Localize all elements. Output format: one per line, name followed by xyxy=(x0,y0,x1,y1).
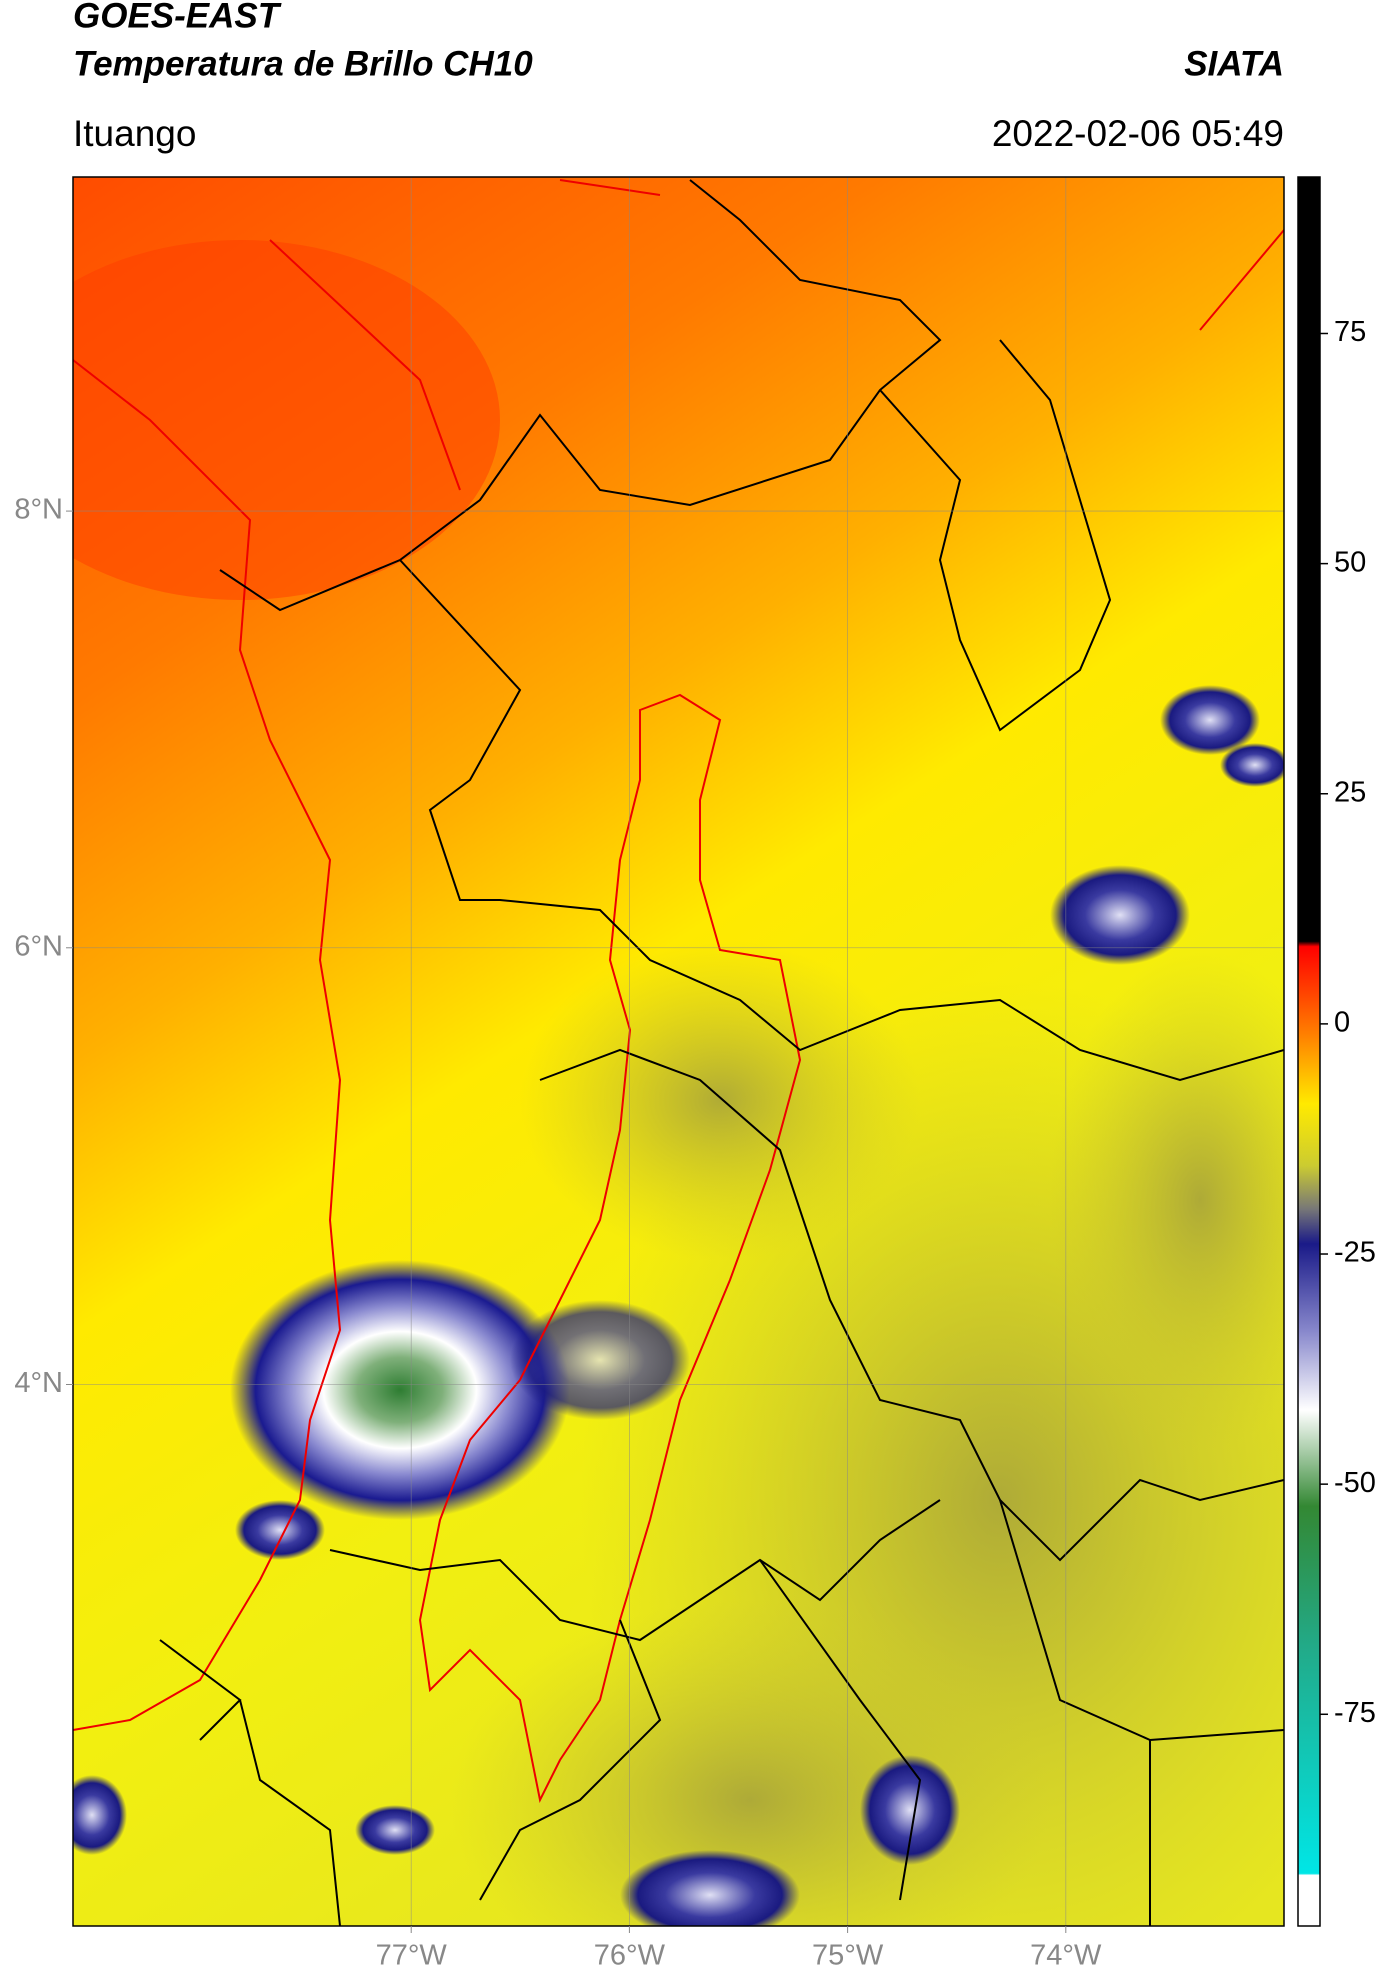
y-tick-label: 8°N xyxy=(14,494,63,526)
colorbar-tick-label: 0 xyxy=(1334,1007,1350,1039)
subtitle: Temperatura de Brillo CH10 xyxy=(73,44,533,83)
source: SIATA xyxy=(1184,44,1284,83)
graticule xyxy=(73,177,1284,1926)
datetime: 2022-02-06 05:49 xyxy=(992,113,1284,154)
location: Ituango xyxy=(73,113,196,154)
title: GOES-EAST xyxy=(73,0,282,35)
colorbar-tick-label: 75 xyxy=(1334,316,1366,348)
colorbar-tick-label: 50 xyxy=(1334,546,1366,578)
x-tick-label: 76°W xyxy=(594,1940,666,1972)
colorbar-tick-label: -75 xyxy=(1334,1697,1376,1729)
x-tick-label: 77°W xyxy=(376,1940,448,1972)
y-tick-label: 4°N xyxy=(14,1367,63,1399)
y-tick-label: 6°N xyxy=(14,930,63,962)
x-tick-label: 74°W xyxy=(1030,1940,1102,1972)
colorbar xyxy=(1297,176,1321,1927)
colorbar-tick-label: 25 xyxy=(1334,776,1366,808)
map-frame xyxy=(72,176,1285,1927)
map-imagery xyxy=(73,177,1284,1926)
colorbar-tick-label: -25 xyxy=(1334,1237,1376,1269)
x-tick-label: 75°W xyxy=(812,1940,884,1972)
colorbar-tick-label: -50 xyxy=(1334,1467,1376,1499)
